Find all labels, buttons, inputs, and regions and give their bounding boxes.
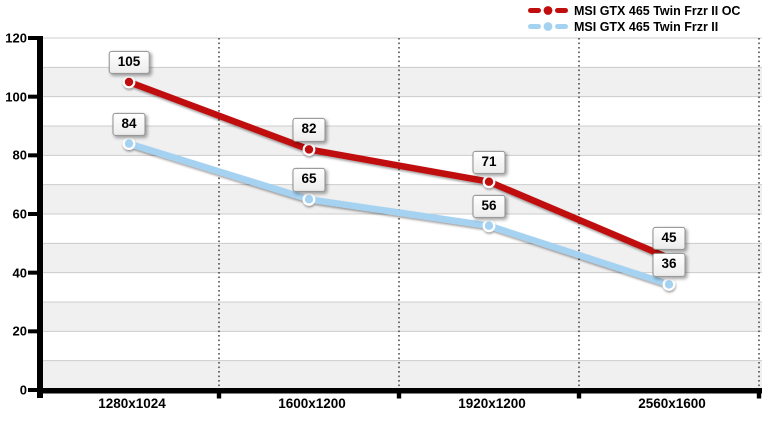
value-label-s0-p1: 82 bbox=[292, 118, 326, 142]
data-point-marker bbox=[122, 137, 136, 151]
legend: MSI GTX 465 Twin Frzr II OC MSI GTX 465 … bbox=[528, 3, 740, 35]
legend-item-stock: MSI GTX 465 Twin Frzr II bbox=[528, 19, 740, 34]
data-point-marker bbox=[302, 192, 316, 206]
legend-line-marker-icon bbox=[528, 4, 568, 17]
x-tick bbox=[756, 389, 762, 399]
value-label-s1-p3: 36 bbox=[652, 253, 686, 277]
data-point-marker bbox=[662, 278, 676, 291]
stripe-band bbox=[43, 302, 762, 332]
x-axis-label: 1920x1200 bbox=[458, 396, 526, 411]
y-axis-label: 100 bbox=[5, 89, 27, 105]
value-label-s0-p0: 105 bbox=[108, 50, 150, 74]
y-tick bbox=[28, 153, 37, 158]
legend-item-oc: MSI GTX 465 Twin Frzr II OC bbox=[528, 3, 740, 18]
y-axis-label: 120 bbox=[5, 30, 27, 46]
x-tick bbox=[216, 389, 222, 399]
legend-label: MSI GTX 465 Twin Frzr II OC bbox=[574, 3, 741, 18]
value-label-s0-p2: 71 bbox=[472, 150, 506, 174]
stripe-band bbox=[43, 184, 762, 214]
x-axis-label: 2560x1600 bbox=[638, 396, 706, 411]
y-axis-label: 20 bbox=[12, 323, 27, 339]
value-label-s1-p0: 84 bbox=[112, 112, 146, 136]
series-line-1 bbox=[122, 137, 676, 291]
y-axis bbox=[37, 36, 43, 398]
x-tick bbox=[396, 389, 402, 399]
stripe-band bbox=[43, 360, 762, 390]
y-tick bbox=[28, 388, 37, 392]
y-axis-label: 40 bbox=[12, 265, 27, 281]
y-axis-label: 80 bbox=[12, 147, 27, 163]
y-axis-label: 60 bbox=[12, 206, 27, 222]
y-tick bbox=[28, 329, 37, 334]
legend-label: MSI GTX 465 Twin Frzr II bbox=[574, 19, 719, 34]
data-point-marker bbox=[302, 143, 316, 156]
x-axis-label: 1600x1200 bbox=[278, 396, 346, 411]
data-point-marker bbox=[482, 219, 496, 233]
x-tick bbox=[576, 389, 582, 399]
x-axis-label: 1280x1024 bbox=[98, 396, 166, 411]
value-label-s1-p1: 65 bbox=[292, 168, 326, 192]
legend-line-marker-icon bbox=[528, 20, 568, 33]
data-point-marker bbox=[482, 175, 496, 189]
y-tick bbox=[28, 36, 37, 40]
y-tick bbox=[28, 212, 37, 216]
data-point-marker bbox=[122, 75, 136, 89]
value-label-s0-p3: 45 bbox=[652, 226, 686, 250]
y-axis-label: 0 bbox=[19, 382, 27, 398]
y-tick bbox=[28, 94, 37, 99]
y-tick bbox=[28, 270, 37, 275]
value-label-s1-p2: 56 bbox=[472, 194, 506, 218]
stripe-band bbox=[43, 126, 762, 156]
